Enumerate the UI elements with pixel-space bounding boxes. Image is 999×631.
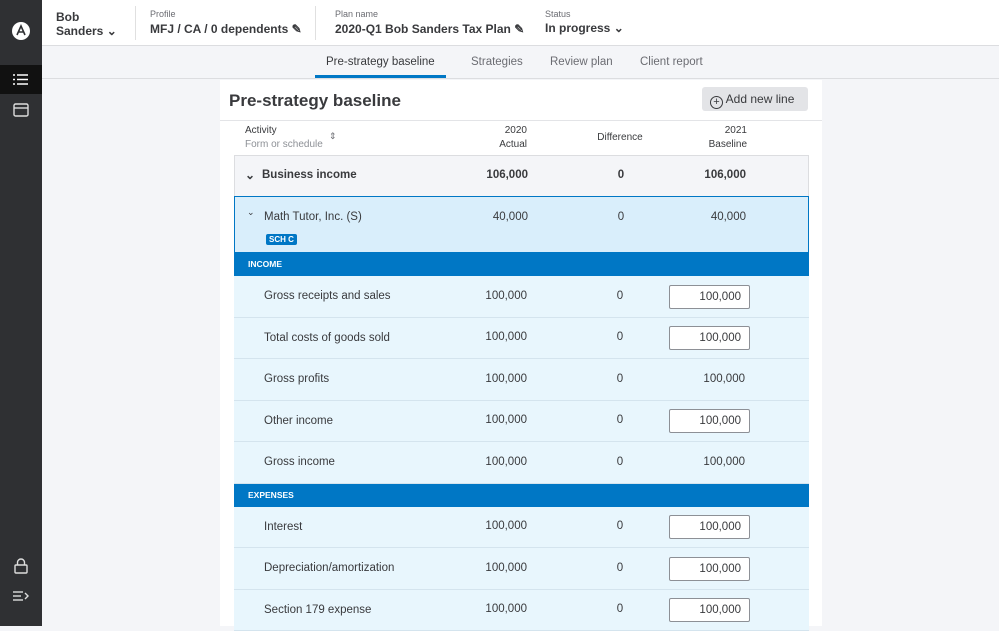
- status-value: In progress: [545, 21, 610, 35]
- tab[interactable]: Strategies: [471, 56, 523, 68]
- section-header: EXPENSES: [234, 484, 809, 507]
- baseline-input[interactable]: 100,000: [669, 598, 750, 622]
- line-row: Total costs of goods sold 100,000 0 100,000: [234, 318, 809, 360]
- actual-value: 100,000: [457, 603, 527, 615]
- baseline-input[interactable]: 100,000: [669, 557, 750, 581]
- column-header: Difference: [580, 131, 660, 144]
- line-row: Gross profits 100,000 0 100,000: [234, 359, 809, 401]
- difference-value: 0: [581, 211, 661, 223]
- baseline-input[interactable]: 100,000: [669, 285, 750, 309]
- line-row: Interest 100,000 0 100,000: [234, 507, 809, 549]
- add-line-label: Add new line: [726, 92, 795, 106]
- actual-value: 40,000: [458, 211, 528, 223]
- tab[interactable]: Client report: [640, 56, 703, 68]
- sort-icon: ⇕: [329, 131, 337, 142]
- baseline-value: 40,000: [676, 211, 746, 223]
- line-row: Depreciation/amortization 100,000 0 100,000: [234, 548, 809, 590]
- chevron: ⌄: [245, 168, 255, 182]
- tab[interactable]: Pre-strategy baseline: [315, 56, 446, 78]
- line-label: Section 179 expense: [264, 604, 371, 616]
- logo: [11, 21, 31, 41]
- profile-value: MFJ / CA / 0 dependents: [150, 22, 288, 36]
- difference-value: 0: [580, 414, 660, 426]
- baseline-input[interactable]: 100,000: [669, 326, 750, 350]
- panel-title: Pre-strategy baseline: [229, 91, 401, 111]
- actual-value: 106,000: [458, 169, 528, 181]
- status[interactable]: In progress ⌄: [545, 21, 624, 35]
- line-row: Gross receipts and sales 100,000 0 100,000: [234, 276, 809, 318]
- plan-label: Plan name: [335, 9, 378, 19]
- difference-value: 0: [580, 331, 660, 343]
- difference-value: 0: [580, 520, 660, 532]
- nav-collapse[interactable]: [13, 590, 29, 602]
- difference-value: 0: [580, 290, 660, 302]
- difference-value: 0: [580, 456, 660, 468]
- column-subheader: Form or schedule: [245, 138, 323, 151]
- plan-value: 2020-Q1 Bob Sanders Tax Plan: [335, 22, 511, 36]
- tab-bar: Pre-strategy baseline Strategies Review pl…: [42, 46, 999, 79]
- baseline-input[interactable]: 100,000: [669, 409, 750, 433]
- actual-value: 100,000: [457, 331, 527, 343]
- column-header: Actual: [470, 138, 527, 151]
- nav-card[interactable]: [13, 103, 29, 117]
- line-row: Other income 100,000 0 100,000: [234, 401, 809, 443]
- entity-label: Math Tutor, Inc. (S): [264, 211, 362, 223]
- divider: [135, 6, 136, 40]
- sidebar: [0, 0, 42, 626]
- line-row: Gross income 100,000 0 100,000: [234, 442, 809, 484]
- actual-value: 100,000: [457, 414, 527, 426]
- baseline-input[interactable]: 100,000: [669, 515, 750, 539]
- actual-value: 100,000: [457, 290, 527, 302]
- status-label: Status: [545, 9, 571, 19]
- line-label: Total costs of goods sold: [264, 332, 390, 344]
- nav-list[interactable]: [0, 65, 42, 94]
- profile-label: Profile: [150, 9, 176, 19]
- line-label: Interest: [264, 521, 302, 533]
- column-header: 2020: [470, 124, 527, 137]
- group-row[interactable]: ⌄ Business income 106,000 0 106,000: [234, 155, 809, 197]
- baseline-value: 100,000: [675, 373, 745, 385]
- entity-row[interactable]: ⌄ Math Tutor, Inc. (S) SCH C 40,000 0 40,000: [234, 196, 809, 253]
- column-header: Baseline: [690, 138, 747, 151]
- actual-value: 100,000: [457, 562, 527, 574]
- actual-value: 100,000: [457, 520, 527, 532]
- nav-lock[interactable]: [14, 558, 28, 574]
- divider: [315, 6, 316, 40]
- line-label: Gross profits: [264, 373, 329, 385]
- difference-value: 0: [581, 169, 661, 181]
- line-label: Depreciation/amortization: [264, 562, 394, 574]
- column-header: 2021: [690, 124, 747, 137]
- column-header: Activity: [245, 124, 277, 137]
- line-label: Other income: [264, 415, 333, 427]
- actual-value: 100,000: [457, 456, 527, 468]
- panel: Pre-strategy baseline + Add new line Act…: [220, 80, 822, 626]
- difference-value: 0: [580, 373, 660, 385]
- line-label: Gross income: [264, 456, 335, 468]
- group-label: Business income: [262, 169, 357, 181]
- add-line-button[interactable]: + Add new line: [702, 87, 808, 111]
- difference-value: 0: [580, 603, 660, 615]
- badge: SCH C: [266, 234, 297, 245]
- profile[interactable]: MFJ / CA / 0 dependents ✎: [150, 22, 302, 36]
- difference-value: 0: [580, 562, 660, 574]
- actual-value: 100,000: [457, 373, 527, 385]
- chevron: ⌄: [247, 207, 255, 218]
- client-first: Bob: [56, 10, 79, 24]
- plan[interactable]: 2020-Q1 Bob Sanders Tax Plan ✎: [335, 22, 524, 36]
- baseline-value: 100,000: [675, 456, 745, 468]
- line-label: Gross receipts and sales: [264, 290, 391, 302]
- line-row: Section 179 expense 100,000 0 100,000: [234, 590, 809, 631]
- section-header: INCOME: [234, 253, 809, 276]
- divider: [220, 120, 822, 121]
- tab[interactable]: Review plan: [550, 56, 613, 68]
- client-last: Sanders: [56, 24, 103, 38]
- baseline-value: 106,000: [676, 169, 746, 181]
